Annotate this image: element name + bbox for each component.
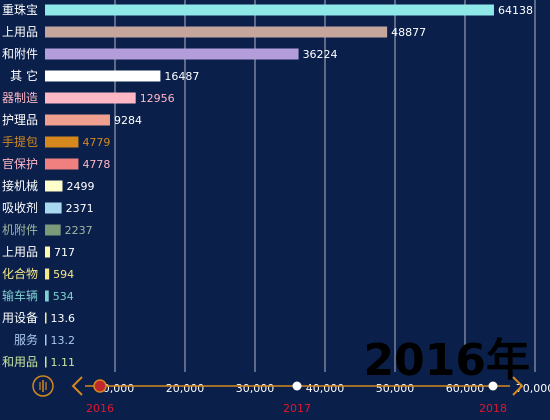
timeline[interactable]: 2016 2017 2018: [32, 375, 524, 415]
bar: [45, 312, 47, 324]
year-watermark: 2016年: [364, 335, 530, 386]
category-label: 吸收剂: [2, 200, 38, 215]
category-label: 服务: [14, 332, 38, 347]
value-label: 16487: [164, 70, 199, 83]
category-label: 其 它: [10, 68, 38, 83]
chevron-right-icon[interactable]: [512, 376, 524, 396]
value-label: 2499: [66, 180, 94, 193]
x-tick-label: 40,000: [306, 382, 345, 395]
bar: [45, 136, 79, 148]
value-label: 9284: [114, 114, 142, 127]
play-pause-icon[interactable]: [32, 375, 54, 397]
bar: [45, 114, 110, 126]
category-label: 和附件: [2, 47, 38, 61]
bar: [45, 268, 50, 280]
bar: [45, 4, 494, 16]
bar: [45, 180, 63, 192]
bar: [45, 224, 61, 236]
category-label: 输车辆: [2, 288, 38, 303]
value-label: 64138: [498, 4, 533, 17]
value-label: 2371: [66, 202, 94, 215]
bar: [45, 92, 136, 104]
category-label: 上用品: [2, 25, 38, 39]
bar: [45, 202, 62, 214]
category-label: 用设备: [2, 311, 38, 325]
category-label: 接机械: [2, 178, 38, 193]
value-label: 12956: [140, 92, 175, 105]
x-tick-label: 20,000: [166, 382, 205, 395]
bar: [45, 26, 388, 38]
category-label: 上用品: [2, 245, 38, 259]
bars: [45, 4, 494, 368]
bar: [45, 158, 79, 170]
category-label: 护理品: [2, 113, 38, 127]
category-label: 官保护: [2, 156, 38, 171]
value-label: 48877: [391, 26, 426, 39]
value-label: 594: [53, 268, 74, 281]
category-label: 手提包: [2, 134, 38, 149]
chevron-left-icon[interactable]: [71, 376, 83, 396]
value-label: 2237: [65, 224, 93, 237]
bar: [45, 290, 49, 302]
category-label: 机附件: [2, 223, 38, 237]
grid-lines: [114, 0, 536, 372]
value-label: 13.6: [51, 312, 76, 325]
timeline-year-label[interactable]: 2017: [283, 402, 311, 415]
bar: [45, 246, 51, 258]
x-tick-label: 70,000: [516, 382, 550, 395]
value-label: 1.11: [51, 356, 76, 369]
value-label: 717: [54, 246, 75, 259]
bar: [45, 334, 47, 346]
value-label: 36224: [303, 48, 338, 61]
category-label: 器制造: [2, 91, 38, 105]
bar: [45, 70, 161, 82]
timeline-year-label[interactable]: 2016: [86, 402, 114, 415]
category-label: 重珠宝: [2, 3, 38, 17]
value-label: 4778: [82, 158, 110, 171]
timeline-point[interactable]: [292, 381, 302, 391]
timeline-year-label[interactable]: 2018: [479, 402, 507, 415]
timeline-point[interactable]: [488, 381, 498, 391]
category-label: 和用品: [2, 355, 38, 369]
category-label: 化合物: [2, 266, 38, 281]
value-label: 4779: [82, 136, 110, 149]
value-labels: 64138 48877 36224 16487 12956 9284 4779 4778 249…: [51, 4, 533, 369]
bar: [45, 48, 299, 60]
value-label: 534: [53, 290, 74, 303]
timeline-point[interactable]: [93, 379, 107, 393]
x-tick-label: 30,000: [236, 382, 275, 395]
value-label: 13.2: [51, 334, 76, 347]
bar: [45, 356, 47, 368]
